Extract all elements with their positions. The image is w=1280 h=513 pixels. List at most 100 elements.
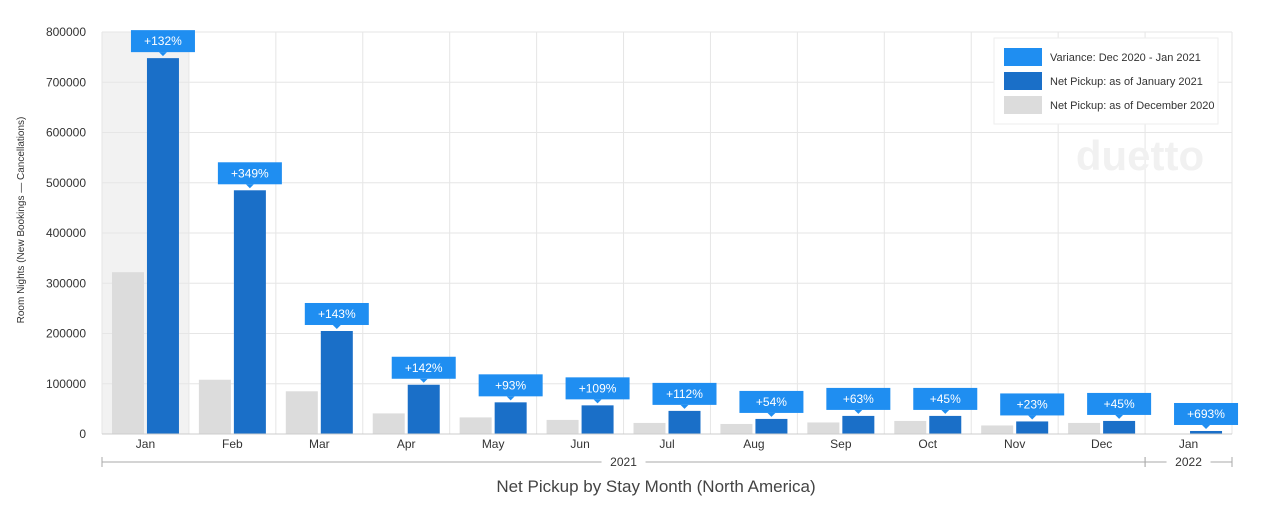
bar-net-pickup-dec-2020: [807, 422, 840, 434]
y-tick-label: 600000: [46, 126, 86, 140]
variance-label-text: +45%: [1104, 397, 1135, 411]
y-tick-label: 300000: [46, 276, 86, 290]
variance-label-box: [130, 30, 195, 53]
duetto-watermark: duetto: [1076, 132, 1204, 179]
variance-label-text: +349%: [231, 166, 269, 180]
variance-label-box: [1087, 392, 1152, 415]
x-tick-label: Aug: [743, 437, 764, 451]
variance-label-box: [1000, 393, 1065, 416]
bar-net-pickup-dec-2020: [720, 423, 753, 434]
x-tick-label: Jan: [1179, 437, 1198, 451]
bar-net-pickup-jan-2021: [233, 190, 266, 434]
variance-label-pointer: [854, 409, 863, 414]
y-axis-label: Room Nights (New Bookings — Cancellation…: [16, 117, 27, 324]
x-tick-label: Feb: [222, 437, 243, 451]
x-tick-label: Oct: [918, 437, 937, 451]
variance-label-pointer: [1028, 415, 1037, 420]
variance-label-pointer: [767, 412, 776, 417]
variance-label: +143%: [304, 302, 369, 329]
y-tick-label: 400000: [46, 226, 86, 240]
x-tick-label: Jan: [136, 437, 155, 451]
bar-net-pickup-dec-2020: [981, 425, 1014, 434]
variance-label-text: +93%: [495, 378, 526, 392]
variance-label-pointer: [680, 404, 689, 409]
bar-net-pickup-jan-2021: [581, 405, 614, 434]
y-axis: 0 100000 200000 300000 400000 500000 600000 700…: [46, 25, 86, 441]
variance-label: +45%: [1087, 392, 1152, 419]
bar-net-pickup-jan-2021: [755, 418, 788, 434]
variance-label-pointer: [1202, 424, 1211, 429]
variance-label: +23%: [1000, 393, 1065, 420]
bar-net-pickup-dec-2020: [198, 379, 231, 434]
variance-label: +132%: [130, 30, 195, 57]
y-tick-label: 500000: [46, 176, 86, 190]
variance-label: +142%: [391, 356, 456, 383]
variance-label-text: +143%: [318, 307, 356, 321]
variance-label-box: [913, 387, 978, 410]
legend-swatch: [1004, 72, 1042, 90]
legend-item[interactable]: Variance: Dec 2020 - Jan 2021: [1004, 48, 1201, 66]
x-tick-label: Mar: [309, 437, 330, 451]
legend-item[interactable]: Net Pickup: as of January 2021: [1004, 72, 1203, 90]
bar-net-pickup-dec-2020: [285, 391, 318, 434]
variance-label: +54%: [739, 390, 804, 417]
x-tick-label: Jul: [659, 437, 674, 451]
variance-label-text: +132%: [144, 34, 182, 48]
variance-label: +112%: [652, 382, 717, 409]
legend-label: Net Pickup: as of December 2020: [1050, 100, 1214, 112]
variance-label-pointer: [419, 378, 428, 383]
variance-label-pointer: [245, 184, 254, 189]
variance-label-text: +109%: [579, 381, 617, 395]
year-group: 2022: [1144, 455, 1233, 469]
variance-label: +93%: [478, 374, 543, 401]
bar-net-pickup-dec-2020: [633, 422, 666, 434]
variance-label-text: +45%: [930, 392, 961, 406]
bar-net-pickup-jan-2021: [1103, 420, 1136, 434]
variance-label: +693%: [1174, 402, 1239, 429]
variance-label-box: [391, 356, 456, 379]
variance-label-box: [826, 387, 891, 410]
x-tick-label: Dec: [1091, 437, 1112, 451]
y-tick-label: 700000: [46, 75, 86, 89]
variance-labels: +132% +349% +143% +142% +93% +109% +112% +54% +6…: [130, 30, 1239, 429]
bar-net-pickup-jan-2021: [494, 402, 527, 434]
bar-net-pickup-jan-2021: [1016, 421, 1049, 434]
y-tick-label: 200000: [46, 327, 86, 341]
variance-label-box: [217, 162, 282, 185]
variance-label-pointer: [593, 399, 602, 404]
legend-label: Net Pickup: as of January 2021: [1050, 76, 1203, 88]
variance-label: +109%: [565, 377, 630, 404]
year-group: 2021: [101, 455, 1146, 469]
bar-net-pickup-jan-2021: [929, 415, 962, 434]
legend-label: Variance: Dec 2020 - Jan 2021: [1050, 52, 1201, 64]
x-tick-label: Apr: [397, 437, 416, 451]
variance-label: +45%: [913, 387, 978, 414]
variance-label-box: [1174, 402, 1239, 425]
y-tick-label: 800000: [46, 25, 86, 39]
variance-label-text: +112%: [666, 387, 703, 401]
y-tick-label: 100000: [46, 377, 86, 391]
variance-label-box: [478, 374, 543, 397]
year-label: 2021: [610, 455, 637, 469]
legend-swatch: [1004, 96, 1042, 114]
bar-net-pickup-dec-2020: [894, 420, 927, 434]
gridlines: [101, 31, 1233, 435]
variance-label-pointer: [158, 52, 167, 57]
variance-label-text: +63%: [843, 392, 874, 406]
x-tick-label: Nov: [1004, 437, 1025, 451]
variance-label-text: +23%: [1017, 397, 1048, 411]
legend: Variance: Dec 2020 - Jan 2021 Net Pickup:…: [993, 37, 1219, 125]
legend-item[interactable]: Net Pickup: as of December 2020: [1004, 96, 1214, 114]
variance-label-pointer: [1115, 414, 1124, 419]
x-axis-title: Net Pickup by Stay Month (North America): [496, 477, 815, 496]
bars: [111, 58, 1223, 434]
bar-net-pickup-dec-2020: [459, 417, 492, 434]
variance-label-pointer: [332, 324, 341, 329]
variance-label-text: +142%: [405, 361, 443, 375]
year-label: 2022: [1175, 455, 1202, 469]
bar-net-pickup-jan-2021: [320, 330, 353, 434]
bar-net-pickup-dec-2020: [372, 413, 405, 434]
variance-label: +349%: [217, 162, 282, 189]
